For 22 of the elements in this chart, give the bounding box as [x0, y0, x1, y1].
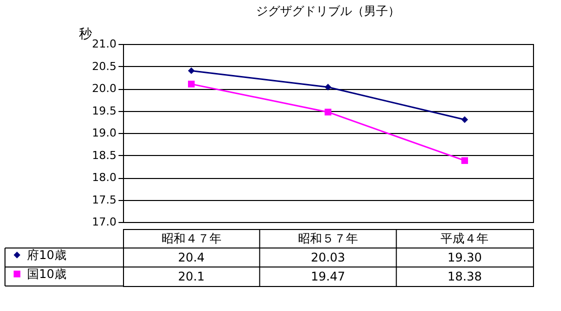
- legend-label: 府10歳: [27, 248, 66, 262]
- chart-title: ジグザグドリブル（男子）: [256, 4, 400, 18]
- legend-label: 国10歳: [27, 267, 66, 281]
- data-label: 20.03: [310, 250, 346, 264]
- data-label: 19.30: [447, 250, 482, 264]
- y-tick-label: 19.0: [92, 126, 116, 140]
- x-tick-label: 平成４年: [440, 232, 489, 246]
- y-tick-label: 17.0: [92, 216, 116, 228]
- y-tick-label: 19.5: [92, 104, 116, 118]
- y-axis-title: 秒: [79, 27, 92, 42]
- y-tick-label: 21.0: [92, 38, 116, 50]
- y-tick-label: 17.5: [92, 193, 116, 206]
- x-tick-label: 昭和５７年: [298, 232, 358, 246]
- data-label: 20.1: [178, 270, 205, 284]
- data-label: 19.47: [310, 270, 346, 284]
- x-tick-label: 昭和４７年: [161, 232, 222, 246]
- y-tick-label: 20.0: [92, 82, 116, 95]
- y-tick-label: 18.5: [92, 148, 116, 162]
- y-tick-label: 18.0: [92, 171, 116, 184]
- data-label: 18.38: [447, 270, 482, 284]
- data-label: 20.4: [178, 250, 205, 264]
- y-tick-label: 20.5: [92, 60, 116, 73]
